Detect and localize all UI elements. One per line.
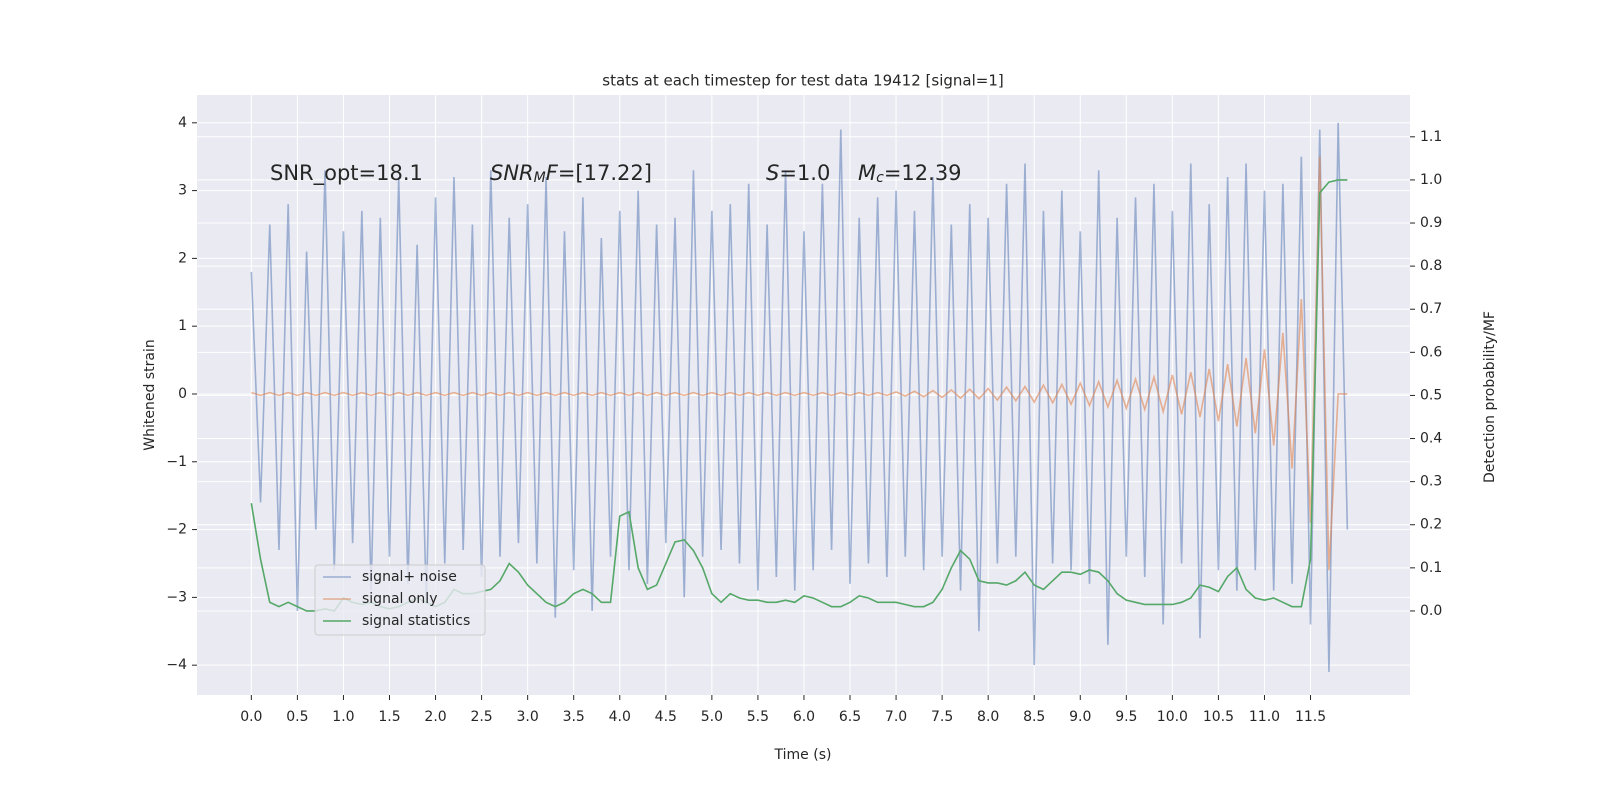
y-tick-label: 1 [178, 318, 187, 334]
x-tick-label: 11.5 [1295, 709, 1326, 725]
x-tick-label: 3.0 [517, 709, 539, 725]
x-tick-label: 8.5 [1023, 709, 1045, 725]
x-tick-label: 2.0 [424, 709, 446, 725]
y-tick-label: 2 [178, 250, 187, 266]
x-tick-label: 7.0 [885, 709, 907, 725]
x-tick-label: 11.0 [1249, 709, 1280, 725]
y-tick-label: 3 [178, 183, 187, 199]
y-tick-label: 0 [178, 386, 187, 402]
y2-tick-label: 1.1 [1420, 129, 1442, 145]
y2-tick-label: 0.4 [1420, 431, 1442, 447]
y2-tick-label: 0.2 [1420, 517, 1442, 533]
x-tick-label: 5.5 [747, 709, 769, 725]
y-axis-label: Whitened strain [142, 339, 158, 450]
annotation-part: SNR [490, 161, 534, 185]
annotation-part: c [876, 170, 884, 186]
x-tick-label: 7.5 [931, 709, 953, 725]
y-tick-label: −1 [166, 454, 187, 470]
x-tick-label: 4.5 [655, 709, 677, 725]
x-tick-label: 9.5 [1115, 709, 1137, 725]
annotation: Mc=12.39 [858, 161, 962, 186]
y2-tick-label: 1.0 [1420, 172, 1442, 188]
x-tick-label: 3.5 [563, 709, 585, 725]
x-tick-label: 2.5 [470, 709, 492, 725]
chart-title: stats at each timestep for test data 194… [602, 72, 1003, 90]
annotation-part: SNR_opt=18.1 [270, 161, 423, 186]
x-tick-label: 10.5 [1203, 709, 1234, 725]
legend-label: signal only [362, 591, 437, 607]
y2-tick-label: 0.0 [1420, 603, 1442, 619]
annotation: SNR_opt=18.1 [270, 161, 423, 186]
annotation-part: S [766, 161, 779, 185]
series-line [251, 156, 1348, 571]
x-tick-label: 0.0 [240, 709, 262, 725]
legend-box [314, 564, 486, 636]
annotation-part: =[17.22] [558, 161, 652, 185]
y2-tick-label: 0.1 [1420, 560, 1442, 576]
annotation-part: M [858, 161, 876, 185]
x-tick-label: 5.0 [701, 709, 723, 725]
y2-tick-label: 0.5 [1420, 387, 1442, 403]
y2-axis-label: Detection probability/MF [1482, 311, 1498, 483]
y-tick-label: −2 [166, 522, 187, 538]
x-tick-label: 10.0 [1157, 709, 1188, 725]
x-tick-label: 9.0 [1069, 709, 1091, 725]
annotation-part: =12.39 [884, 161, 962, 185]
y2-tick-label: 0.3 [1420, 474, 1442, 490]
legend-label: signal+ noise [362, 569, 457, 585]
x-tick-label: 4.0 [609, 709, 631, 725]
y2-tick-label: 0.9 [1420, 215, 1442, 231]
annotation-part: F [546, 161, 559, 185]
x-tick-label: 6.5 [839, 709, 861, 725]
y2-tick-label: 0.6 [1420, 344, 1442, 360]
x-axis-label: Time (s) [774, 747, 832, 763]
annotation: SNRMF=[17.22] [490, 161, 652, 186]
legend: signal+ noise signal only signal statistic… [314, 564, 486, 636]
x-tick-label: 1.5 [378, 709, 400, 725]
x-tick-label: 0.5 [286, 709, 308, 725]
series-line [250, 122, 1349, 672]
y-tick-label: −4 [166, 657, 187, 673]
annotation-part: =1.0 [779, 161, 830, 185]
annotation-part: M [534, 170, 546, 186]
legend-label: signal statistics [362, 613, 470, 629]
y2-tick-label: 0.8 [1420, 258, 1442, 274]
x-tick-label: 8.0 [977, 709, 999, 725]
y-tick-label: −3 [166, 589, 187, 605]
x-tick-label: 6.0 [793, 709, 815, 725]
annotation: S=1.0 [766, 161, 830, 185]
x-tick-label: 1.0 [332, 709, 354, 725]
y2-tick-label: 0.7 [1420, 301, 1442, 317]
y-tick-label: 4 [178, 115, 187, 131]
